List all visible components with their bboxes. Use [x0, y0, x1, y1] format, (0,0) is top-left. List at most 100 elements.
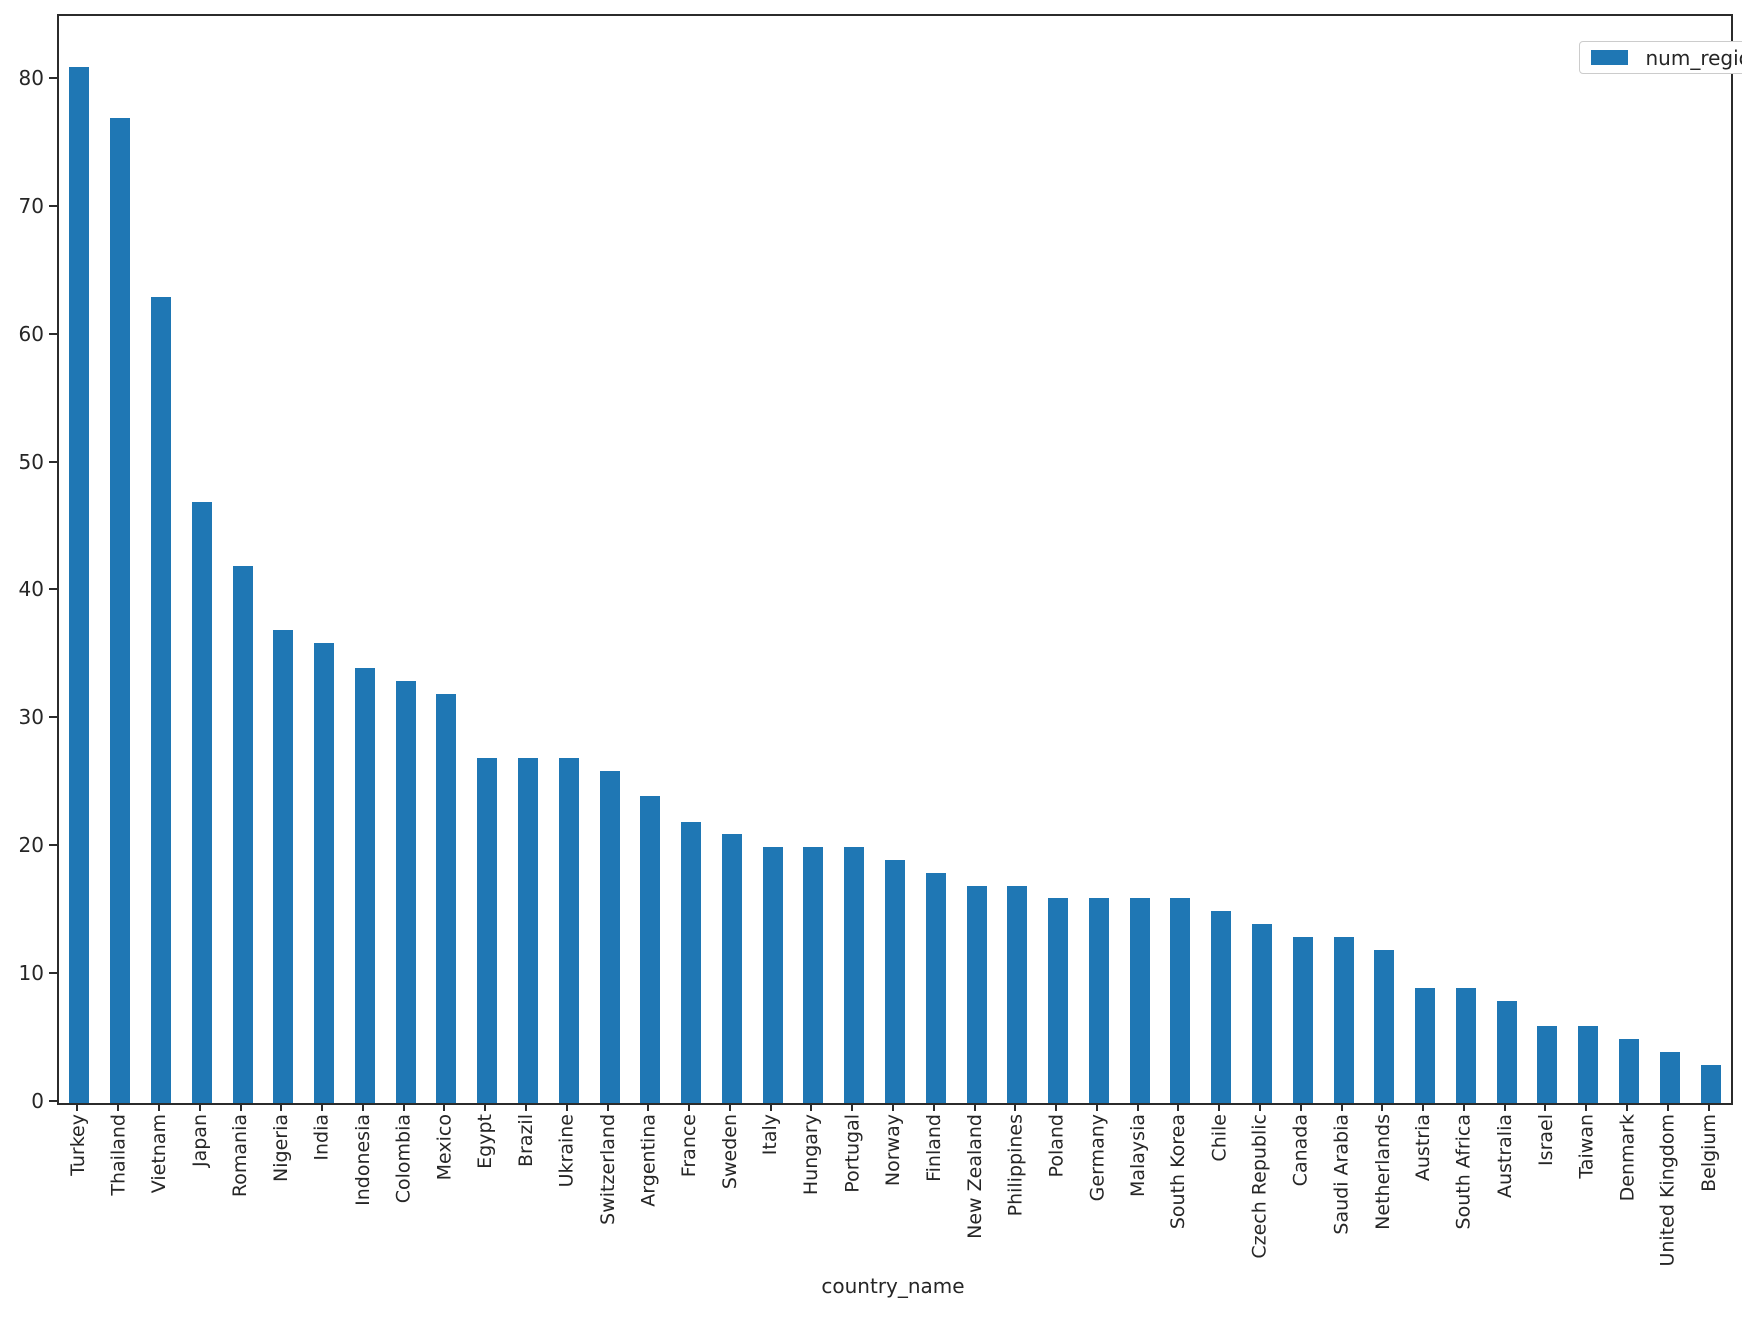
x-tick-mark — [1666, 1103, 1669, 1111]
bar-chile — [1211, 911, 1232, 1103]
x-tick-label: Taiwan — [1575, 1114, 1598, 1179]
x-tick-label: Nigeria — [270, 1114, 293, 1182]
x-tick-mark — [1585, 1103, 1588, 1111]
y-tick-label: 50 — [18, 449, 44, 474]
bar-saudi-arabia — [1333, 936, 1354, 1103]
bar-south-africa — [1455, 987, 1476, 1103]
x-tick-mark — [1055, 1103, 1058, 1111]
x-tick-mark — [198, 1103, 201, 1111]
x-tick-mark — [524, 1103, 527, 1111]
y-tick-mark — [49, 460, 57, 463]
x-tick-mark — [443, 1103, 446, 1111]
bar-austria — [1415, 987, 1436, 1103]
x-tick-mark — [688, 1103, 691, 1111]
x-tick-mark — [1299, 1103, 1302, 1111]
y-tick-mark — [49, 972, 57, 975]
x-tick-label: United Kingdom — [1656, 1114, 1679, 1267]
plot-area: num_regions — [57, 14, 1742, 1105]
x-tick-label: France — [678, 1114, 701, 1178]
bar-italy — [762, 847, 783, 1103]
bar-czech-republic — [1252, 923, 1273, 1103]
x-tick-mark — [1626, 1103, 1629, 1111]
x-tick-label: Czech Republic — [1249, 1114, 1272, 1259]
y-tick-mark — [49, 76, 57, 79]
bar-finland — [925, 872, 946, 1103]
x-tick-label: Indonesia — [351, 1114, 374, 1206]
x-tick-mark — [280, 1103, 283, 1111]
bar-australia — [1496, 1000, 1517, 1103]
y-tick-label: 40 — [18, 577, 44, 602]
x-tick-label: Finland — [922, 1114, 945, 1182]
x-tick-mark — [157, 1103, 160, 1111]
y-tick-mark — [49, 1100, 57, 1102]
x-tick-label: Norway — [882, 1114, 904, 1187]
bar-thailand — [110, 118, 131, 1103]
x-tick-mark — [892, 1103, 894, 1111]
bar-philippines — [1007, 885, 1028, 1103]
bar-belgium — [1700, 1064, 1721, 1103]
x-tick-mark — [565, 1103, 568, 1111]
y-tick-mark — [49, 588, 57, 591]
bar-switzerland — [599, 770, 620, 1103]
x-tick-mark — [361, 1103, 364, 1111]
x-tick-mark — [647, 1103, 650, 1111]
bar-new-zealand — [966, 885, 987, 1103]
y-tick-label: 80 — [18, 65, 44, 90]
x-tick-label: Mexico — [433, 1114, 456, 1181]
x-tick-label: Colombia — [392, 1114, 415, 1204]
x-tick-mark — [239, 1103, 242, 1111]
y-tick-label: 30 — [18, 705, 44, 730]
bar-colombia — [395, 681, 416, 1103]
x-tick-mark — [1544, 1103, 1547, 1111]
bar-poland — [1048, 898, 1069, 1103]
x-axis-title: country_name — [821, 1274, 965, 1298]
bar-vietnam — [150, 297, 171, 1103]
x-tick-mark — [810, 1103, 813, 1111]
x-tick-label: India — [311, 1114, 334, 1161]
bar-nigeria — [273, 629, 294, 1103]
bar-malaysia — [1129, 898, 1150, 1103]
x-tick-mark — [606, 1103, 609, 1111]
x-tick-mark — [1177, 1103, 1180, 1111]
bar-netherlands — [1374, 949, 1395, 1103]
x-tick-mark — [973, 1103, 976, 1111]
x-tick-mark — [1503, 1103, 1506, 1111]
x-tick-label: Italy — [759, 1114, 782, 1156]
x-tick-mark — [76, 1103, 79, 1111]
x-tick-mark — [1381, 1103, 1384, 1111]
bar-mexico — [436, 693, 457, 1103]
x-tick-mark — [1422, 1103, 1425, 1111]
x-tick-label: Brazil — [514, 1114, 537, 1168]
bar-ukraine — [558, 757, 579, 1103]
x-tick-mark — [932, 1103, 935, 1111]
x-tick-mark — [1340, 1103, 1343, 1111]
bar-canada — [1292, 936, 1313, 1103]
x-tick-label: Turkey — [66, 1114, 89, 1176]
x-tick-label: Canada — [1289, 1114, 1312, 1187]
bar-brazil — [517, 757, 538, 1103]
x-tick-label: Ukraine — [555, 1114, 578, 1188]
x-tick-label: Poland — [1045, 1114, 1068, 1178]
x-tick-label: Switzerland — [596, 1114, 619, 1225]
x-tick-label: Philippines — [1004, 1114, 1027, 1217]
x-tick-label: Romania — [229, 1114, 252, 1198]
x-tick-label: Austria — [1412, 1114, 1435, 1182]
y-tick-mark — [49, 332, 57, 335]
x-tick-label: Saudi Arabia — [1330, 1114, 1353, 1235]
x-tick-mark — [1014, 1103, 1017, 1111]
y-tick-label: 10 — [18, 961, 44, 986]
bar-france — [681, 821, 702, 1103]
x-tick-label: Egypt — [474, 1114, 497, 1169]
x-tick-label: Chile — [1208, 1114, 1231, 1162]
bar-turkey — [69, 67, 90, 1103]
x-tick-label: Sweden — [718, 1114, 741, 1190]
y-tick-label: 20 — [18, 833, 44, 858]
x-tick-mark — [769, 1103, 772, 1111]
x-tick-label: Denmark — [1616, 1114, 1639, 1202]
bar-hungary — [803, 847, 824, 1103]
x-tick-label: Israel — [1534, 1114, 1557, 1166]
x-tick-label: Japan — [188, 1114, 211, 1167]
legend-swatch — [1591, 50, 1629, 65]
x-tick-label: Hungary — [800, 1114, 823, 1196]
